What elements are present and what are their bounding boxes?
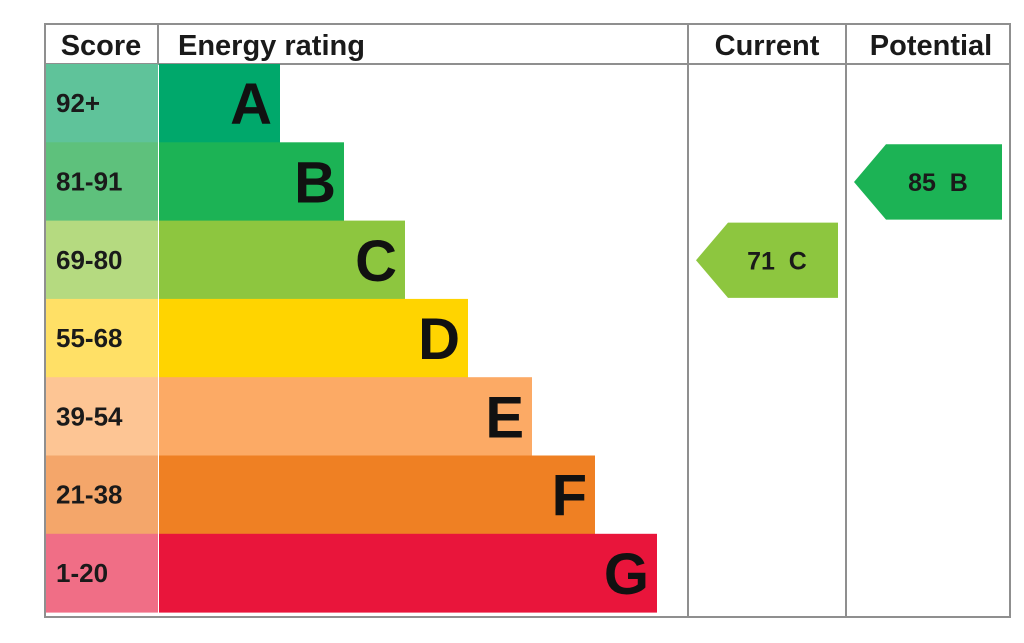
score-label-g: 1-20 bbox=[56, 558, 108, 588]
rating-letter-e: E bbox=[485, 385, 524, 450]
score-label-c: 69-80 bbox=[56, 245, 123, 275]
score-cell-b bbox=[46, 142, 158, 222]
rating-bar-c bbox=[159, 220, 405, 300]
rating-letter-f: F bbox=[552, 464, 587, 529]
score-cell-g bbox=[46, 533, 158, 613]
rating-bar-e bbox=[159, 377, 532, 456]
rating-indicators: 71 C 85 B bbox=[696, 144, 1002, 298]
score-label-e: 39-54 bbox=[56, 401, 123, 431]
header-score: Score bbox=[61, 30, 142, 62]
rating-bar-g bbox=[159, 533, 657, 613]
header-potential: Potential bbox=[870, 30, 992, 62]
score-cell-c bbox=[46, 220, 158, 300]
rating-bar-d bbox=[159, 298, 468, 378]
score-label-f: 21-38 bbox=[56, 480, 123, 510]
rating-letter-c: C bbox=[355, 229, 397, 294]
header-current: Current bbox=[715, 30, 820, 62]
score-label-b: 81-91 bbox=[56, 166, 123, 196]
score-cell-d bbox=[46, 298, 158, 378]
chart-frame bbox=[44, 23, 1011, 618]
potential-rating-arrow bbox=[854, 144, 1002, 220]
rating-bands: 92+ A 81-91 B 69-80 C 55-68 D 39-54 E 21-38 F 1-20 G bbox=[46, 64, 657, 613]
score-label-d: 55-68 bbox=[56, 323, 123, 353]
score-cell-f bbox=[46, 455, 158, 535]
score-label-a: 92+ bbox=[56, 88, 100, 118]
rating-letter-d: D bbox=[418, 307, 460, 372]
score-cell-a bbox=[46, 64, 158, 143]
score-cell-e bbox=[46, 377, 158, 456]
rating-bar-a bbox=[159, 64, 280, 143]
current-rating-label: 71 C bbox=[747, 247, 807, 275]
current-rating-arrow bbox=[696, 222, 838, 298]
rating-letter-a: A bbox=[230, 72, 272, 137]
potential-rating-label: 85 B bbox=[908, 169, 968, 197]
header-energy-rating: Energy rating bbox=[178, 30, 365, 62]
rating-letter-g: G bbox=[604, 542, 649, 607]
rating-bar-f bbox=[159, 455, 595, 535]
rating-bar-b bbox=[159, 142, 344, 222]
rating-letter-b: B bbox=[294, 150, 336, 215]
